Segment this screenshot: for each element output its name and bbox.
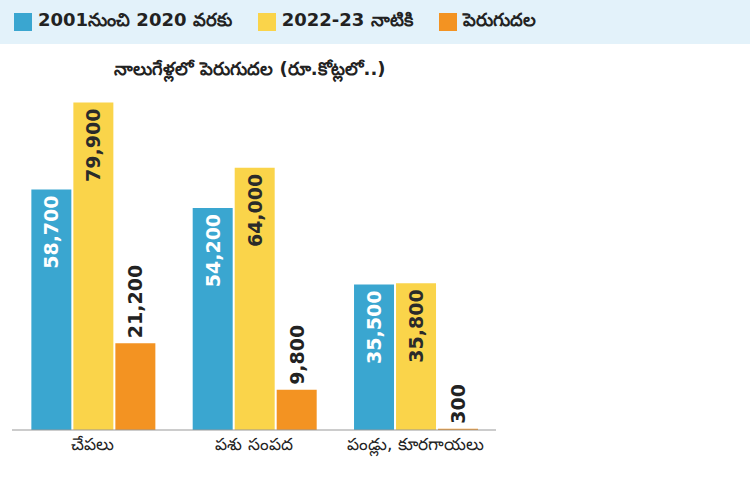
svg-text:పండ్లు, కూరగాయలు: పండ్లు, కూరగాయలు xyxy=(347,434,484,457)
html-text:2022-23 నాటికి: 2022-23 నాటికి xyxy=(281,9,413,30)
html-text:నాలుగేళ్లలో పెరుగుదల (రూ.కోట్ల: నాలుగేళ్లలో పెరుగుదల (రూ.కోట్లలో..) xyxy=(114,58,386,79)
svg-text:21,200: 21,200 xyxy=(124,265,146,338)
svg-text:చేపలు: చేపలు xyxy=(71,434,114,454)
svg-text:58,700: 58,700 xyxy=(40,195,62,268)
svg-text:79,900: 79,900 xyxy=(82,109,104,182)
svg-text:54,200: 54,200 xyxy=(202,214,224,287)
svg-text:35,800: 35,800 xyxy=(405,289,427,362)
html-text:పెరుగుదల: పెరుగుదల xyxy=(462,9,536,30)
svg-text:పశు సంపద: పశు సంపద xyxy=(215,434,292,454)
svg-text:9,800: 9,800 xyxy=(286,325,308,385)
html-text:2001నుంచి 2020 వరకు: 2001నుంచి 2020 వరకు xyxy=(38,9,232,30)
svg-text:300: 300 xyxy=(447,384,469,424)
svg-text:35,500: 35,500 xyxy=(363,291,385,364)
svg-text:64,000: 64,000 xyxy=(244,174,266,247)
